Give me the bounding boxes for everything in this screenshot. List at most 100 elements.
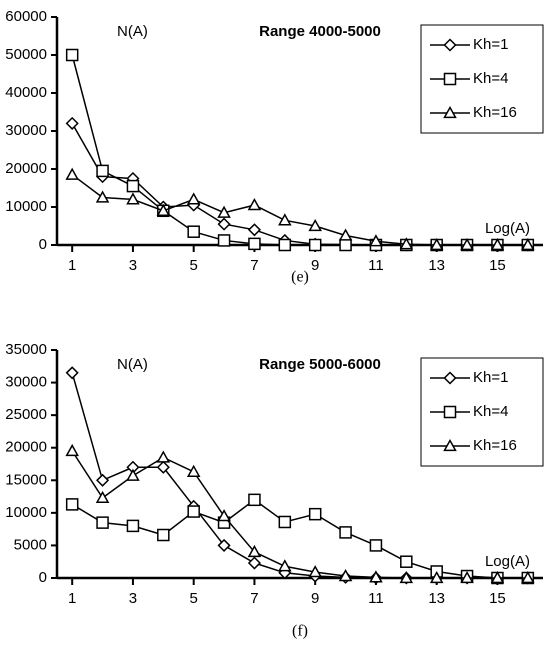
y-tick-label: 0 [39, 236, 47, 253]
x-tick-label: 11 [368, 590, 384, 607]
marker [460, 570, 474, 584]
series-line [71, 123, 528, 246]
marker [65, 498, 79, 511]
y-tick-label: 10000 [5, 504, 47, 521]
marker [308, 565, 322, 578]
marker [443, 405, 457, 419]
marker [278, 238, 292, 252]
marker [217, 509, 231, 522]
series-line [71, 498, 528, 579]
marker [217, 205, 231, 218]
marker [399, 237, 414, 250]
chart-title: Range 4000-5000 [259, 23, 381, 40]
marker [369, 539, 383, 552]
x-tick-label: 1 [68, 257, 76, 274]
marker [96, 516, 109, 529]
marker [369, 234, 383, 247]
x-tick-label: 11 [368, 257, 384, 274]
legend-label: Kh=16 [473, 437, 517, 454]
marker [65, 116, 79, 130]
marker [126, 468, 140, 481]
y-tick-label: 40000 [5, 84, 47, 101]
marker [443, 72, 457, 86]
x-tick-label: 3 [129, 257, 137, 274]
marker [338, 569, 353, 582]
marker [186, 192, 201, 205]
marker [521, 237, 535, 251]
x-tick-label: 7 [250, 257, 258, 274]
marker [490, 237, 505, 251]
marker [308, 507, 322, 521]
caption: (e) [291, 269, 309, 286]
y-tick-label: 15000 [5, 471, 47, 488]
y-tick-label: 60000 [5, 8, 47, 25]
y-tick-label: 35000 [5, 341, 47, 358]
legend-label: Kh=1 [473, 369, 508, 386]
y-tick-label: 30000 [5, 374, 47, 391]
marker [96, 473, 110, 487]
y-axis-label: N(A) [117, 23, 148, 40]
marker [429, 570, 444, 584]
y-tick-label: 0 [39, 569, 47, 586]
marker [248, 237, 261, 251]
x-tick-label: 9 [311, 257, 319, 274]
y-tick-label: 30000 [5, 122, 47, 139]
marker [429, 237, 444, 251]
marker [96, 164, 109, 178]
marker [247, 223, 261, 237]
marker [126, 519, 140, 533]
marker [217, 538, 231, 552]
marker [339, 526, 352, 539]
x-tick-label: 13 [428, 257, 445, 274]
marker [278, 213, 292, 226]
marker [247, 556, 261, 570]
x-tick-label: 9 [311, 590, 319, 607]
marker [157, 528, 170, 542]
y-axis-label: N(A) [117, 356, 148, 373]
marker [338, 228, 353, 241]
marker [156, 203, 171, 216]
marker [399, 570, 414, 584]
x-tick-label: 3 [129, 590, 137, 607]
marker [126, 179, 140, 193]
y-tick-label: 25000 [5, 406, 47, 423]
marker [217, 234, 231, 247]
marker [156, 460, 170, 474]
marker [95, 490, 110, 504]
marker [65, 48, 79, 62]
y-tick-label: 10000 [5, 198, 47, 215]
x-tick-label: 15 [489, 257, 506, 274]
marker [443, 38, 457, 52]
chart-title: Range 5000-6000 [259, 356, 381, 373]
marker [247, 198, 262, 211]
marker [490, 570, 505, 584]
marker [308, 238, 322, 252]
marker [443, 371, 457, 385]
marker [187, 505, 200, 518]
legend-label: Kh=16 [473, 104, 517, 121]
series-line [71, 174, 528, 246]
marker [443, 438, 457, 452]
x-axis-label: Log(A) [485, 553, 530, 570]
marker [65, 443, 79, 457]
marker [278, 559, 292, 572]
marker [278, 515, 292, 529]
x-tick-label: 13 [428, 590, 445, 607]
y-tick-label: 50000 [5, 46, 47, 63]
marker [95, 190, 110, 203]
x-tick-label: 1 [68, 590, 76, 607]
marker [369, 570, 383, 583]
marker [126, 192, 140, 205]
marker [65, 167, 79, 180]
x-tick-label: 5 [190, 257, 198, 274]
legend-label: Kh=1 [473, 36, 508, 53]
marker [460, 237, 474, 251]
marker [217, 217, 231, 231]
marker [308, 218, 322, 232]
x-tick-label: 7 [250, 590, 258, 607]
y-tick-label: 5000 [14, 536, 47, 553]
marker [400, 555, 413, 568]
marker [339, 238, 352, 252]
marker [65, 366, 79, 380]
